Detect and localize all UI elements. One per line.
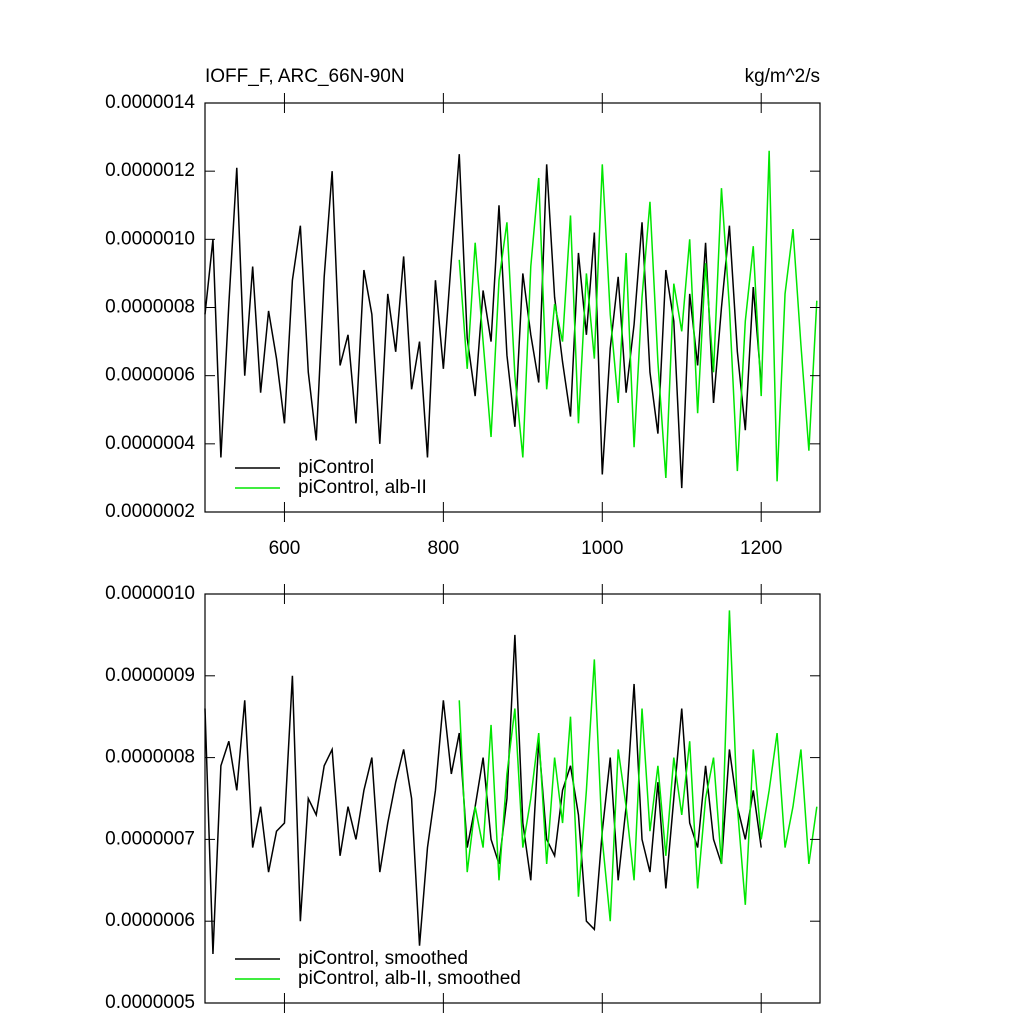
data-line <box>458 150 818 482</box>
y-tick-label: 0.0000005 <box>105 992 195 1013</box>
y-tick-label: 0.0000012 <box>105 160 195 181</box>
y-tick-label: 0.0000010 <box>105 583 195 604</box>
data-line <box>204 634 762 954</box>
x-tick-label: 800 <box>428 538 460 559</box>
legend-label: piControl, alb-II, smoothed <box>298 968 521 989</box>
legend-label: piControl, alb-II <box>298 477 427 498</box>
y-tick-label: 0.0000007 <box>105 828 195 849</box>
chart-title: IOFF_F, ARC_66N-90N <box>205 66 405 87</box>
y-tick-label: 0.0000002 <box>105 501 195 522</box>
x-tick-label: 1200 <box>740 538 782 559</box>
y-tick-label: 0.0000008 <box>105 747 195 768</box>
legend-label: piControl <box>298 457 374 478</box>
y-tick-label: 0.0000010 <box>105 228 195 249</box>
y-tick-label: 0.0000006 <box>105 365 195 386</box>
units-label: kg/m^2/s <box>745 66 820 87</box>
plot-frame <box>204 593 821 1004</box>
y-tick-label: 0.0000008 <box>105 297 195 318</box>
y-tick-label: 0.0000009 <box>105 665 195 686</box>
y-tick-label: 0.0000014 <box>105 92 195 113</box>
legend-label: piControl, smoothed <box>298 948 468 969</box>
x-tick-label: 600 <box>269 538 301 559</box>
data-line <box>458 610 818 922</box>
x-tick-label: 1000 <box>581 538 623 559</box>
y-tick-label: 0.0000004 <box>105 433 195 454</box>
plot-frame <box>204 102 821 513</box>
y-tick-label: 0.0000006 <box>105 910 195 931</box>
data-line <box>204 154 762 489</box>
